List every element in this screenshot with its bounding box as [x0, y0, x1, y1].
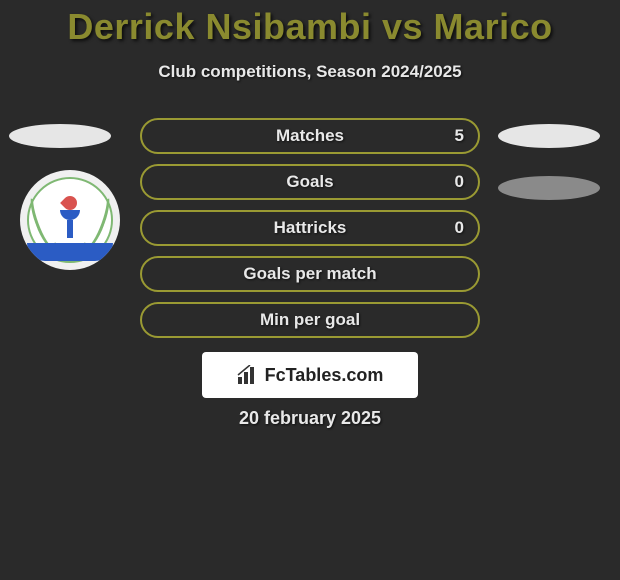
stat-label: Matches — [276, 126, 344, 146]
stat-label: Goals — [286, 172, 333, 192]
stat-value-right: 0 — [455, 218, 464, 238]
stat-row: Matches 5 — [140, 118, 480, 154]
stat-value-right: 5 — [455, 126, 464, 146]
stat-label: Goals per match — [243, 264, 376, 284]
subtitle: Club competitions, Season 2024/2025 — [0, 62, 620, 82]
stat-row: Hattricks 0 — [140, 210, 480, 246]
stat-row: Min per goal — [140, 302, 480, 338]
fctables-logo: FcTables.com — [202, 352, 418, 398]
stat-label: Hattricks — [274, 218, 347, 238]
stat-row: Goals per match — [140, 256, 480, 292]
stat-label: Min per goal — [260, 310, 360, 330]
logo-text: FcTables.com — [265, 365, 384, 386]
club-badge-left — [20, 170, 120, 270]
stats-table: Matches 5 Goals 0 Hattricks 0 Goals per match M… — [140, 118, 480, 348]
ellipse-placeholder — [498, 124, 600, 148]
ellipse-placeholder — [498, 176, 600, 200]
stat-value-right: 0 — [455, 172, 464, 192]
club-badge-inner — [27, 177, 113, 263]
stat-row: Goals 0 — [140, 164, 480, 200]
date-text: 20 february 2025 — [0, 408, 620, 429]
bars-icon — [237, 365, 259, 385]
ellipse-placeholder — [9, 124, 111, 148]
page-title: Derrick Nsibambi vs Marico — [0, 0, 620, 48]
